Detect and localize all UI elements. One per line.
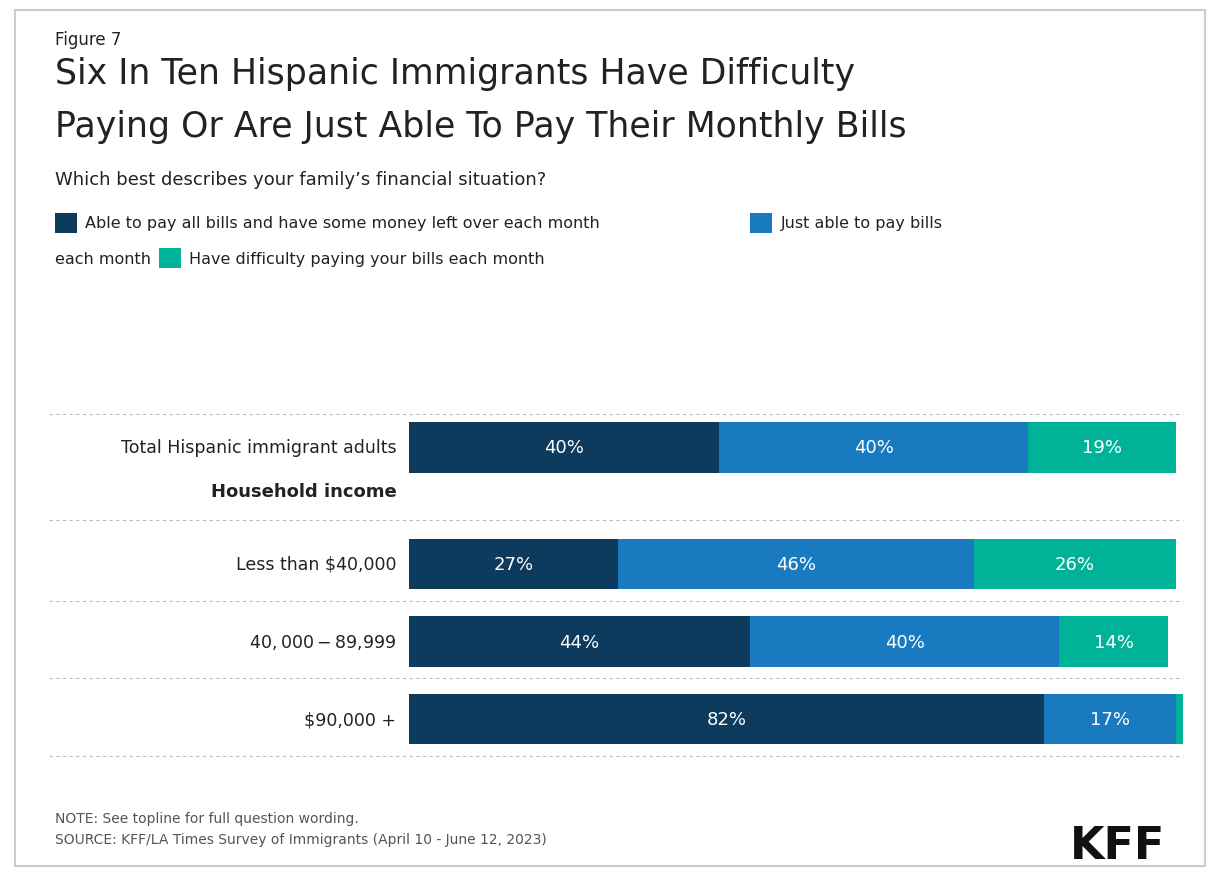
Text: Total Hispanic immigrant adults: Total Hispanic immigrant adults (121, 439, 396, 457)
Text: Just able to pay bills: Just able to pay bills (781, 216, 943, 232)
Bar (1176, 695, 1183, 745)
Text: $90,000 +: $90,000 + (305, 710, 396, 729)
Bar (749, 617, 1059, 667)
Text: Paying Or Are Just Able To Pay Their Monthly Bills: Paying Or Are Just Able To Pay Their Mon… (55, 110, 906, 144)
Bar (409, 539, 617, 589)
Text: Which best describes your family’s financial situation?: Which best describes your family’s finan… (55, 171, 547, 189)
Text: 82%: 82% (706, 710, 747, 729)
Bar (975, 539, 1176, 589)
Text: 40%: 40% (854, 439, 893, 457)
Text: 19%: 19% (1082, 439, 1122, 457)
Text: 26%: 26% (1055, 555, 1094, 574)
Text: 14%: 14% (1093, 633, 1133, 651)
Text: $40,000-$89,999: $40,000-$89,999 (249, 632, 396, 652)
Bar (617, 539, 975, 589)
Text: Household income: Household income (211, 482, 396, 501)
Text: Able to pay all bills and have some money left over each month: Able to pay all bills and have some mone… (85, 216, 600, 232)
Bar (409, 617, 749, 667)
Bar (1059, 617, 1168, 667)
Text: Less than $40,000: Less than $40,000 (235, 555, 396, 574)
Text: 17%: 17% (1089, 710, 1130, 729)
Bar (719, 423, 1028, 474)
Text: KFF: KFF (1070, 824, 1165, 867)
Text: Six In Ten Hispanic Immigrants Have Difficulty: Six In Ten Hispanic Immigrants Have Diff… (55, 57, 855, 91)
Text: 40%: 40% (544, 439, 583, 457)
Text: 40%: 40% (884, 633, 925, 651)
Text: 44%: 44% (559, 633, 599, 651)
Text: each month: each month (55, 251, 151, 267)
Bar (1028, 423, 1176, 474)
Text: Figure 7: Figure 7 (55, 31, 121, 49)
Text: 46%: 46% (776, 555, 816, 574)
Bar (409, 695, 1044, 745)
Bar (409, 423, 719, 474)
Bar (1044, 695, 1176, 745)
Text: Have difficulty paying your bills each month: Have difficulty paying your bills each m… (189, 251, 544, 267)
Text: NOTE: See topline for full question wording.
SOURCE: KFF/LA Times Survey of Immi: NOTE: See topline for full question word… (55, 811, 547, 845)
Text: 27%: 27% (493, 555, 533, 574)
